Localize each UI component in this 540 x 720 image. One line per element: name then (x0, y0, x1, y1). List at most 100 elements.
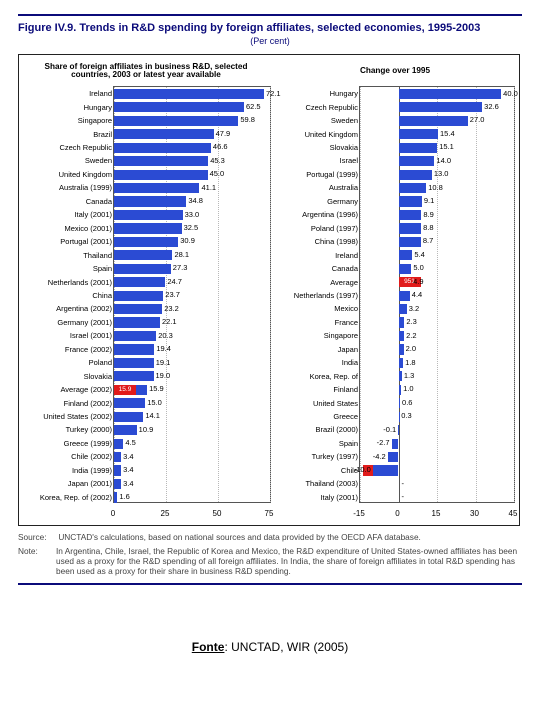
value-label: 4.4 (412, 290, 422, 301)
bar-row: Netherlands (2001)24.7 (114, 276, 270, 289)
value-label: 8.9 (423, 210, 433, 221)
bar (114, 237, 178, 247)
x-tick: -15 (353, 509, 365, 518)
value-label: 30.9 (180, 236, 195, 247)
bar-row: Poland (1997)8.8 (360, 222, 514, 235)
row-label: United States (313, 397, 358, 410)
bar (399, 129, 439, 139)
right-panel: Change over 1995 Hungary40.0Czech Republ… (275, 58, 515, 503)
bar-row: Australia (1999)41.1 (114, 181, 270, 194)
figure-frame: Figure IV.9. Trends in R&D spending by f… (18, 12, 522, 591)
row-label: Spain (339, 437, 358, 450)
bar-row: United Kingdom45.0 (114, 168, 270, 181)
value-label: 0.3 (401, 411, 411, 422)
gridline (270, 87, 271, 502)
row-label: Turkey (2000) (66, 423, 112, 436)
bar (114, 89, 264, 99)
note-text: In Argentina, Chile, Israel, the Republi… (56, 546, 522, 577)
bar (114, 317, 160, 327)
bar-row: Singapore2.2 (360, 329, 514, 342)
value-label: 24.7 (167, 277, 182, 288)
value-label: 32.5 (184, 223, 199, 234)
bar (399, 264, 412, 274)
gridline (514, 87, 515, 502)
row-label: Germany (2001) (57, 316, 112, 329)
value-label: 3.4 (123, 479, 133, 490)
row-label: Canada (332, 262, 358, 275)
value-label: 13.0 (434, 169, 449, 180)
bar (399, 102, 483, 112)
value-label: 40.0 (503, 89, 518, 100)
bar-row: Canada5.0 (360, 262, 514, 275)
bar (114, 344, 154, 354)
row-label: United Kingdom (59, 168, 112, 181)
value-label: 8.7 (423, 236, 433, 247)
value-label: 0.6 (402, 398, 412, 409)
row-label: Canada (86, 195, 112, 208)
x-tick: 30 (470, 509, 479, 518)
bar-row: Hungary40.0 (360, 87, 514, 100)
bar-row: Greece0.3 (360, 410, 514, 423)
row-label: Singapore (324, 329, 358, 342)
row-label: Israel (340, 154, 358, 167)
bar-row: Turkey (1997)-4.2 (360, 450, 514, 463)
bar (114, 116, 238, 126)
caption-text: : UNCTAD, WIR (2005) (224, 640, 348, 654)
value-label: 27.0 (470, 115, 485, 126)
bar-row: China23.7 (114, 289, 270, 302)
value-label: -4.2 (373, 452, 386, 463)
bar (114, 277, 165, 287)
bar (399, 291, 410, 301)
value-label: 45.0 (210, 169, 225, 180)
bar (114, 479, 121, 489)
row-label: Sweden (331, 114, 358, 127)
figure-title: Figure IV.9. Trends in R&D spending by f… (18, 22, 522, 35)
average-highlight: 15.9 (114, 385, 136, 395)
row-label: Mexico (334, 302, 358, 315)
bar-row: Turkey (2000)10.9 (114, 423, 270, 436)
row-label: Netherlands (2001) (48, 276, 112, 289)
row-label: Turkey (1997) (312, 450, 358, 463)
bar (399, 331, 405, 341)
row-label: Sweden (85, 154, 112, 167)
bar (114, 183, 199, 193)
row-label: Italy (2001) (74, 208, 112, 221)
bar (114, 371, 154, 381)
bar (114, 250, 172, 260)
source-text: UNCTAD's calculations, based on national… (58, 532, 421, 542)
note-label: Note: (18, 546, 56, 577)
bar (114, 210, 183, 220)
bar-row: Netherlands (1997)4.4 (360, 289, 514, 302)
value-label: 20.3 (158, 331, 173, 342)
bar-row: Hungary62.5 (114, 101, 270, 114)
value-label: 5.4 (414, 250, 424, 261)
value-label: 62.5 (246, 102, 261, 113)
top-rule (18, 14, 522, 16)
row-label: Slovakia (330, 141, 358, 154)
bar-row: Chile (2002)3.4 (114, 450, 270, 463)
bar (114, 291, 163, 301)
bar-row: Finland1.0 (360, 383, 514, 396)
footnotes: Source: UNCTAD's calculations, based on … (18, 532, 522, 576)
x-tick: 75 (265, 509, 274, 518)
bar (114, 439, 123, 449)
bar (114, 398, 145, 408)
bar-row: Argentina (1996)8.9 (360, 208, 514, 221)
row-label: Slovakia (84, 370, 112, 383)
x-tick: 25 (161, 509, 170, 518)
right-plot: Hungary40.0Czech Republic32.6Sweden27.0U… (359, 86, 515, 503)
bar (114, 412, 143, 422)
bar-row: Israel (2001)20.3 (114, 329, 270, 342)
bar (114, 358, 154, 368)
value-label: 2.2 (406, 331, 416, 342)
row-label: Greece (333, 410, 358, 423)
value-label: 1.8 (405, 358, 415, 369)
bar (114, 465, 121, 475)
bar (392, 439, 399, 449)
row-label: Israel (2001) (70, 329, 112, 342)
value-label: 15.4 (440, 129, 455, 140)
bar (114, 492, 117, 502)
value-label: 22.1 (162, 317, 177, 328)
bar-row: United Kingdom15.4 (360, 128, 514, 141)
row-label: Greece (1999) (64, 437, 112, 450)
